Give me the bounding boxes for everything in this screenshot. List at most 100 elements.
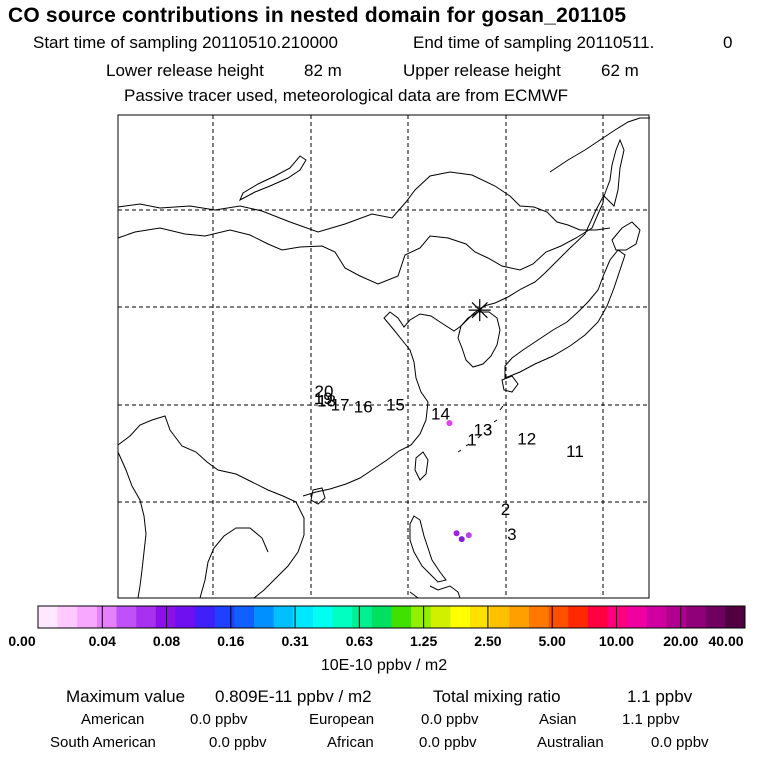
colorbar-swatch: [391, 606, 412, 628]
colorbar-swatch: [509, 606, 530, 628]
colorbar-swatch: [725, 606, 746, 628]
colorbar-frame: [37, 605, 746, 629]
colorbar-unit: 10E-10 ppbv / m2: [320, 657, 448, 674]
lake-baikal: [238, 155, 307, 202]
colorbar-swatch: [195, 606, 216, 628]
region-south-american-name: South American: [50, 734, 156, 751]
trajectory-label: 3: [507, 525, 516, 544]
trajectory-label: 18: [317, 392, 336, 411]
hotspots: [446, 420, 472, 543]
colorbar-swatch: [470, 606, 491, 628]
colorbar-tick-label: 0.08: [152, 633, 181, 649]
coast-hainan: [310, 487, 326, 505]
trajectory-label: 14: [431, 404, 450, 423]
colorbar-swatch: [293, 606, 314, 628]
colorbar-swatch: [489, 606, 510, 628]
region-african-value: 0.0 ppbv: [419, 734, 477, 751]
max-value: 0.809E-11 ppbv / m2: [215, 687, 372, 706]
region-african-name: African: [327, 734, 374, 751]
trajectory-label: 20: [315, 382, 334, 401]
coast-luzon: [409, 515, 447, 583]
trajectory-label: 19: [314, 389, 333, 408]
colorbar-swatch: [136, 606, 157, 628]
colorbar-swatch: [411, 606, 432, 628]
hotspot: [446, 420, 453, 427]
colorbar-swatch: [57, 606, 78, 628]
coast-gulf-thailand: [199, 527, 269, 599]
coastlines: [117, 117, 650, 599]
map-title: CO source contributions in nested domain…: [8, 4, 627, 27]
graticule: [118, 115, 649, 598]
colorbar-swatch: [666, 606, 687, 628]
colorbar-tick-label: 0.31: [281, 633, 309, 649]
colorbar-swatch: [175, 606, 196, 628]
tracer-note: Passive tracer used, meteorological data…: [124, 86, 569, 105]
region-australian-name: Australian: [537, 734, 604, 751]
region-asian-name: Asian: [539, 711, 577, 728]
colorbar-swatch: [627, 606, 648, 628]
coast-hokkaido: [611, 221, 641, 251]
trajectory-label: 13: [473, 421, 492, 440]
colorbar-swatch: [607, 606, 628, 628]
coast-korea: [457, 311, 501, 368]
region-australian-value: 0.0 ppbv: [651, 734, 709, 751]
colorbar-swatch: [371, 606, 392, 628]
colorbar-tick-label: 0.16: [217, 633, 245, 649]
colorbar-swatch: [116, 606, 137, 628]
map-frame: [117, 114, 650, 599]
trajectory-label: 1: [467, 430, 476, 449]
colorbar-tick-label: 0.63: [345, 633, 373, 649]
colorbar-tick-label: 20.00: [663, 633, 699, 649]
hotspot: [453, 530, 460, 537]
coast-taiwan: [414, 451, 429, 481]
colorbar-swatch: [686, 606, 707, 628]
colorbar-swatch: [646, 606, 667, 628]
coast-okhotsk: [549, 117, 650, 173]
colorbar-swatch: [155, 606, 176, 628]
receptor-stroke: [471, 302, 488, 319]
colorbar-tick-label: 1.25: [410, 633, 438, 649]
trajectory-label: 2: [501, 500, 510, 519]
colorbar-swatch: [568, 606, 589, 628]
colorbar-tick-label: 0.04: [88, 633, 116, 649]
colorbar-tick-label: 40.00: [708, 633, 744, 649]
trajectory-label: 17: [331, 396, 350, 415]
colorbar-tick-label: 5.00: [538, 633, 566, 649]
colorbar-swatch: [705, 606, 726, 628]
colorbar-swatch: [312, 606, 333, 628]
total-mixing-value: 1.1 ppbv: [627, 687, 693, 706]
coast-visayas: [409, 585, 461, 599]
hotspot: [465, 532, 472, 539]
trajectory-label: 11: [566, 442, 584, 461]
end-time-label: End time of sampling 20110511.: [413, 33, 655, 52]
colorbar-swatch: [430, 606, 451, 628]
colorbar-swatch: [254, 606, 275, 628]
colorbar-tick-label: 0.00: [8, 633, 36, 649]
border-china: [117, 194, 605, 285]
colorbar-swatch: [77, 606, 98, 628]
max-value-label: Maximum value: [66, 687, 186, 706]
coast-andaman: [137, 585, 141, 599]
coast-ryukyu: [457, 405, 504, 453]
lower-height-label: Lower release height: [106, 61, 264, 80]
colorbar-tick-label: 2.50: [474, 633, 502, 649]
region-asian-value: 1.1 ppbv: [622, 711, 680, 728]
colorbar-swatch: [528, 606, 550, 628]
colorbar-swatch: [548, 606, 569, 628]
hotspot: [458, 536, 465, 543]
trajectory-label: 16: [354, 398, 373, 417]
colorbar: [37, 605, 746, 629]
colorbar-swatch: [234, 606, 255, 628]
upper-height-value: 62 m: [601, 61, 639, 80]
coast-sakhalin: [603, 138, 625, 207]
receptor-marker-icon: [468, 299, 491, 322]
lower-height-value: 82 m: [304, 61, 342, 80]
region-european-value: 0.0 ppbv: [421, 711, 479, 728]
coast-bay-bengal: [117, 451, 147, 587]
border-north: [117, 171, 611, 233]
total-mixing-label: Total mixing ratio: [433, 687, 561, 706]
region-european-name: European: [309, 711, 375, 728]
trajectory-label: 12: [517, 429, 536, 448]
